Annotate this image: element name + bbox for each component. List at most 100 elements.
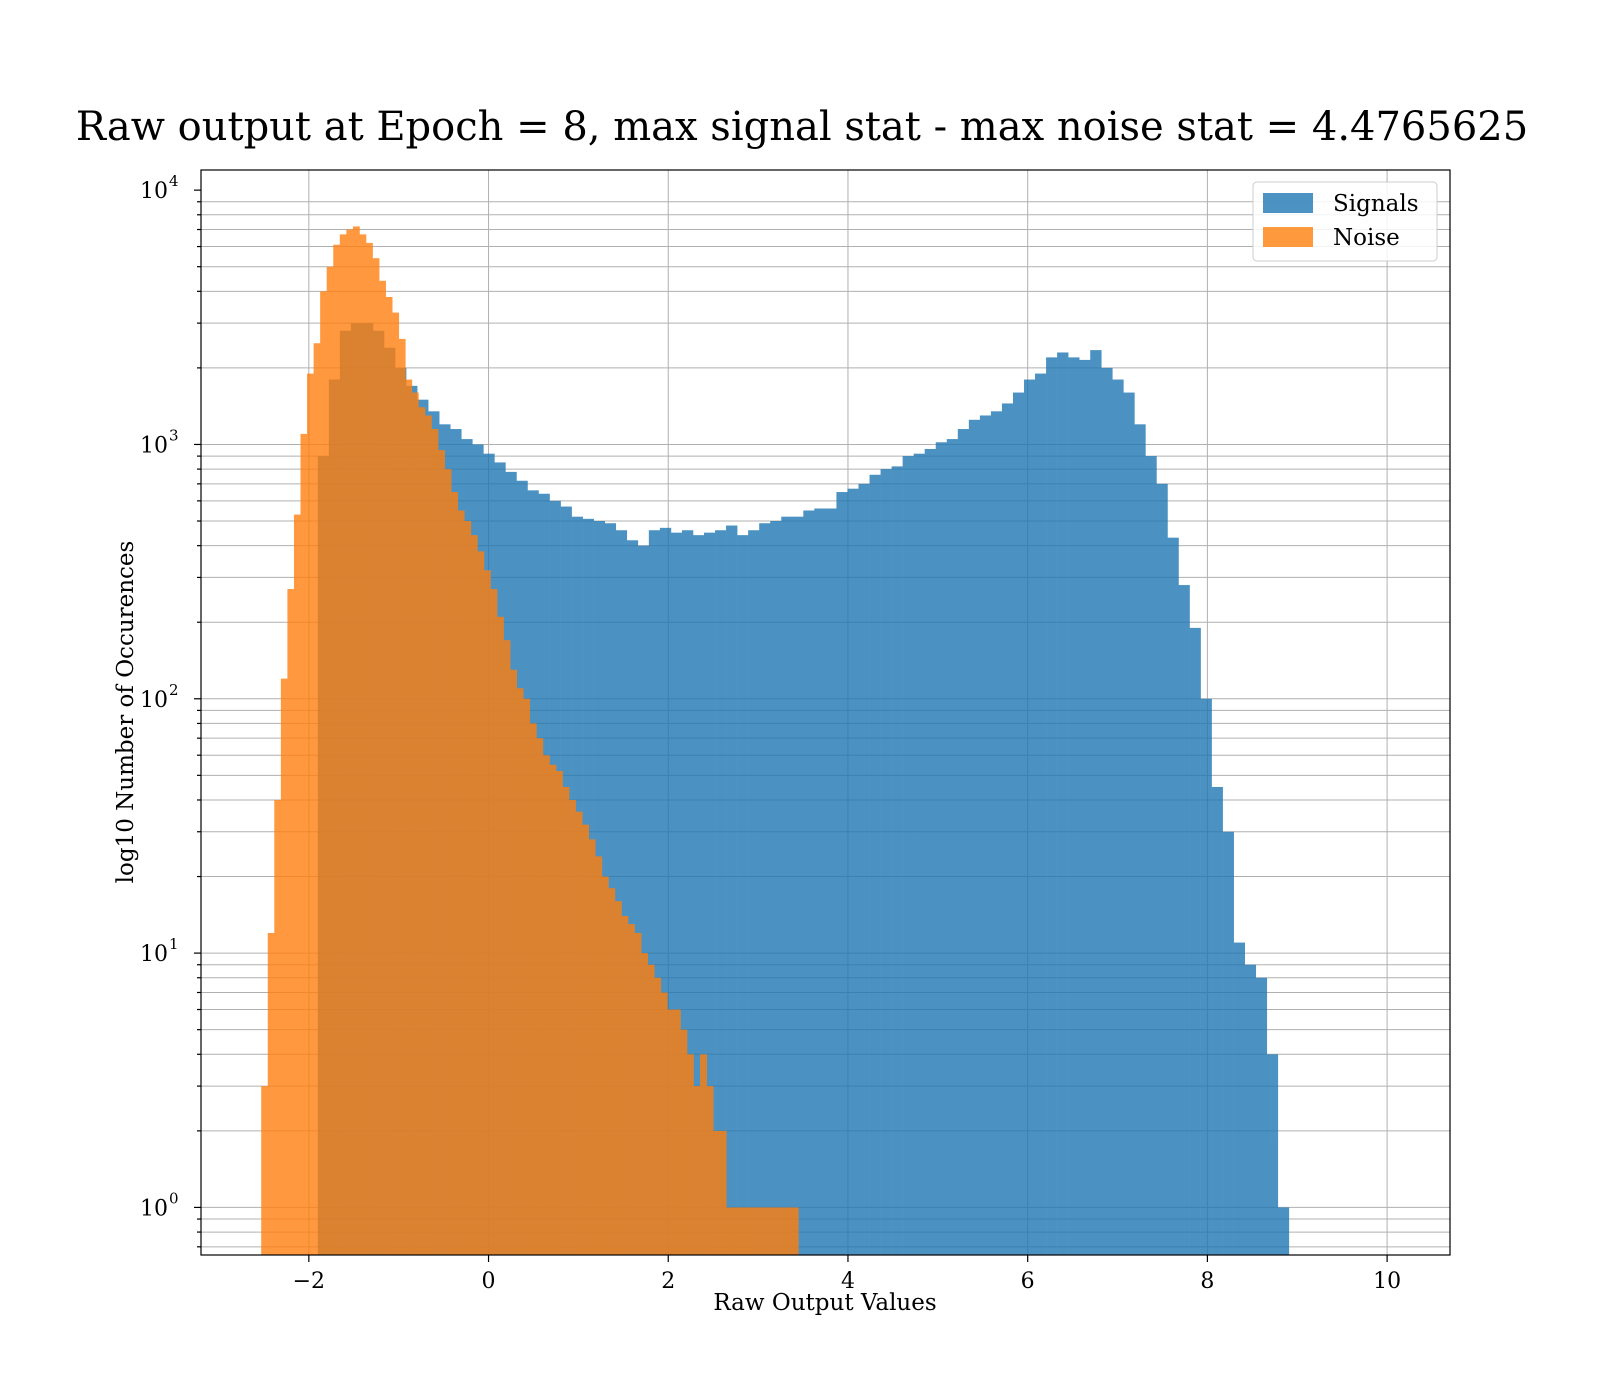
bar-signals	[957, 429, 970, 1255]
bar-noise	[660, 992, 668, 1255]
y-tick-label: 10	[140, 179, 168, 204]
bar-noise	[431, 429, 439, 1255]
bar-noise	[379, 280, 386, 1255]
y-tick-exponent: 1	[169, 935, 179, 953]
x-tick-label: 0	[482, 1269, 496, 1294]
bar-noise	[483, 570, 491, 1255]
bar-signals	[715, 530, 727, 1255]
bar-noise	[398, 338, 406, 1255]
x-tick-label: 2	[661, 1269, 675, 1294]
bar-noise	[667, 1009, 675, 1255]
bar-noise	[614, 901, 622, 1255]
bar-noise	[719, 1130, 727, 1255]
bar-noise	[634, 932, 642, 1255]
bar-signals	[1090, 350, 1102, 1256]
bar-noise	[706, 1086, 714, 1255]
bar-signals	[770, 521, 782, 1255]
histogram-bars	[261, 226, 1290, 1256]
bar-noise	[346, 229, 354, 1255]
bar-noise	[588, 839, 596, 1255]
bar-noise	[686, 1054, 694, 1255]
bar-signals	[1200, 698, 1212, 1255]
legend-swatch-noise	[1263, 227, 1313, 247]
bar-signals	[902, 456, 914, 1256]
x-axis-label: Raw Output Values	[713, 1290, 936, 1316]
bar-noise	[490, 589, 498, 1255]
bar-noise	[451, 492, 459, 1255]
bar-noise	[385, 297, 393, 1255]
y-tick-label: 10	[140, 942, 168, 967]
bar-signals	[1211, 786, 1223, 1255]
x-tick-label: 4	[841, 1269, 855, 1294]
bar-noise	[785, 1207, 793, 1255]
bar-signals	[836, 492, 848, 1255]
bar-signals	[1046, 357, 1058, 1255]
bar-signals	[880, 469, 892, 1256]
x-tick-label: 10	[1373, 1269, 1401, 1294]
bar-signals	[1145, 456, 1157, 1256]
bar-signals	[814, 508, 826, 1255]
bar-signals	[1035, 373, 1047, 1255]
bar-noise	[647, 964, 655, 1255]
bar-signals	[913, 453, 925, 1255]
bar-signals	[1277, 1207, 1290, 1255]
bar-noise	[418, 407, 426, 1255]
bar-signals	[990, 411, 1003, 1255]
bar-noise	[411, 392, 419, 1255]
bar-noise	[542, 755, 550, 1255]
bar-signals	[1178, 585, 1190, 1255]
bar-noise	[444, 469, 452, 1256]
series-noise	[261, 226, 799, 1256]
bar-signals	[1024, 379, 1036, 1255]
bar-signals	[935, 442, 948, 1255]
x-tick-label: 8	[1200, 1269, 1214, 1294]
bar-noise	[726, 1207, 734, 1255]
bar-signals	[737, 535, 749, 1255]
bar-noise	[536, 738, 544, 1255]
bar-signals	[781, 516, 793, 1255]
bar-noise	[287, 589, 295, 1255]
bar-noise	[274, 799, 282, 1255]
bar-signals	[1057, 352, 1069, 1256]
bar-signals	[1156, 483, 1168, 1256]
bar-signals	[847, 488, 859, 1255]
bar-noise	[772, 1207, 779, 1255]
chart-title: Raw output at Epoch = 8, max signal stat…	[76, 104, 1528, 150]
bar-noise	[595, 856, 603, 1255]
bar-noise	[569, 799, 576, 1255]
plot-area-frame	[200, 169, 1451, 1256]
y-tick-label: 10	[140, 433, 168, 458]
bar-signals	[759, 523, 771, 1255]
bar-signals	[891, 466, 903, 1255]
bar-signals	[637, 545, 650, 1255]
bar-signals	[869, 474, 881, 1255]
bar-noise	[582, 824, 590, 1255]
bar-noise	[267, 932, 275, 1255]
bar-signals	[924, 448, 937, 1256]
y-tick-exponent: 3	[169, 426, 179, 444]
bar-signals	[1134, 424, 1146, 1255]
bar-noise	[261, 1086, 269, 1255]
bar-noise	[713, 1130, 721, 1255]
bar-noise	[778, 1207, 786, 1255]
bar-signals	[1255, 977, 1268, 1255]
bar-noise	[300, 433, 308, 1255]
bar-noise	[693, 1086, 701, 1255]
bar-signals	[1068, 357, 1080, 1255]
bar-signals	[1112, 379, 1124, 1255]
bar-noise	[457, 510, 465, 1255]
bar-signals	[670, 532, 683, 1255]
bar-signals	[626, 540, 639, 1255]
x-tick-label: −2	[293, 1269, 325, 1294]
bar-noise	[280, 678, 288, 1255]
bar-noise	[464, 521, 472, 1255]
bar-noise	[333, 244, 341, 1256]
bar-noise	[307, 373, 314, 1255]
bar-noise	[732, 1207, 740, 1255]
bar-noise	[765, 1207, 773, 1255]
bar-signals	[803, 510, 815, 1255]
bar-signals	[792, 516, 804, 1255]
bar-noise	[654, 977, 662, 1255]
